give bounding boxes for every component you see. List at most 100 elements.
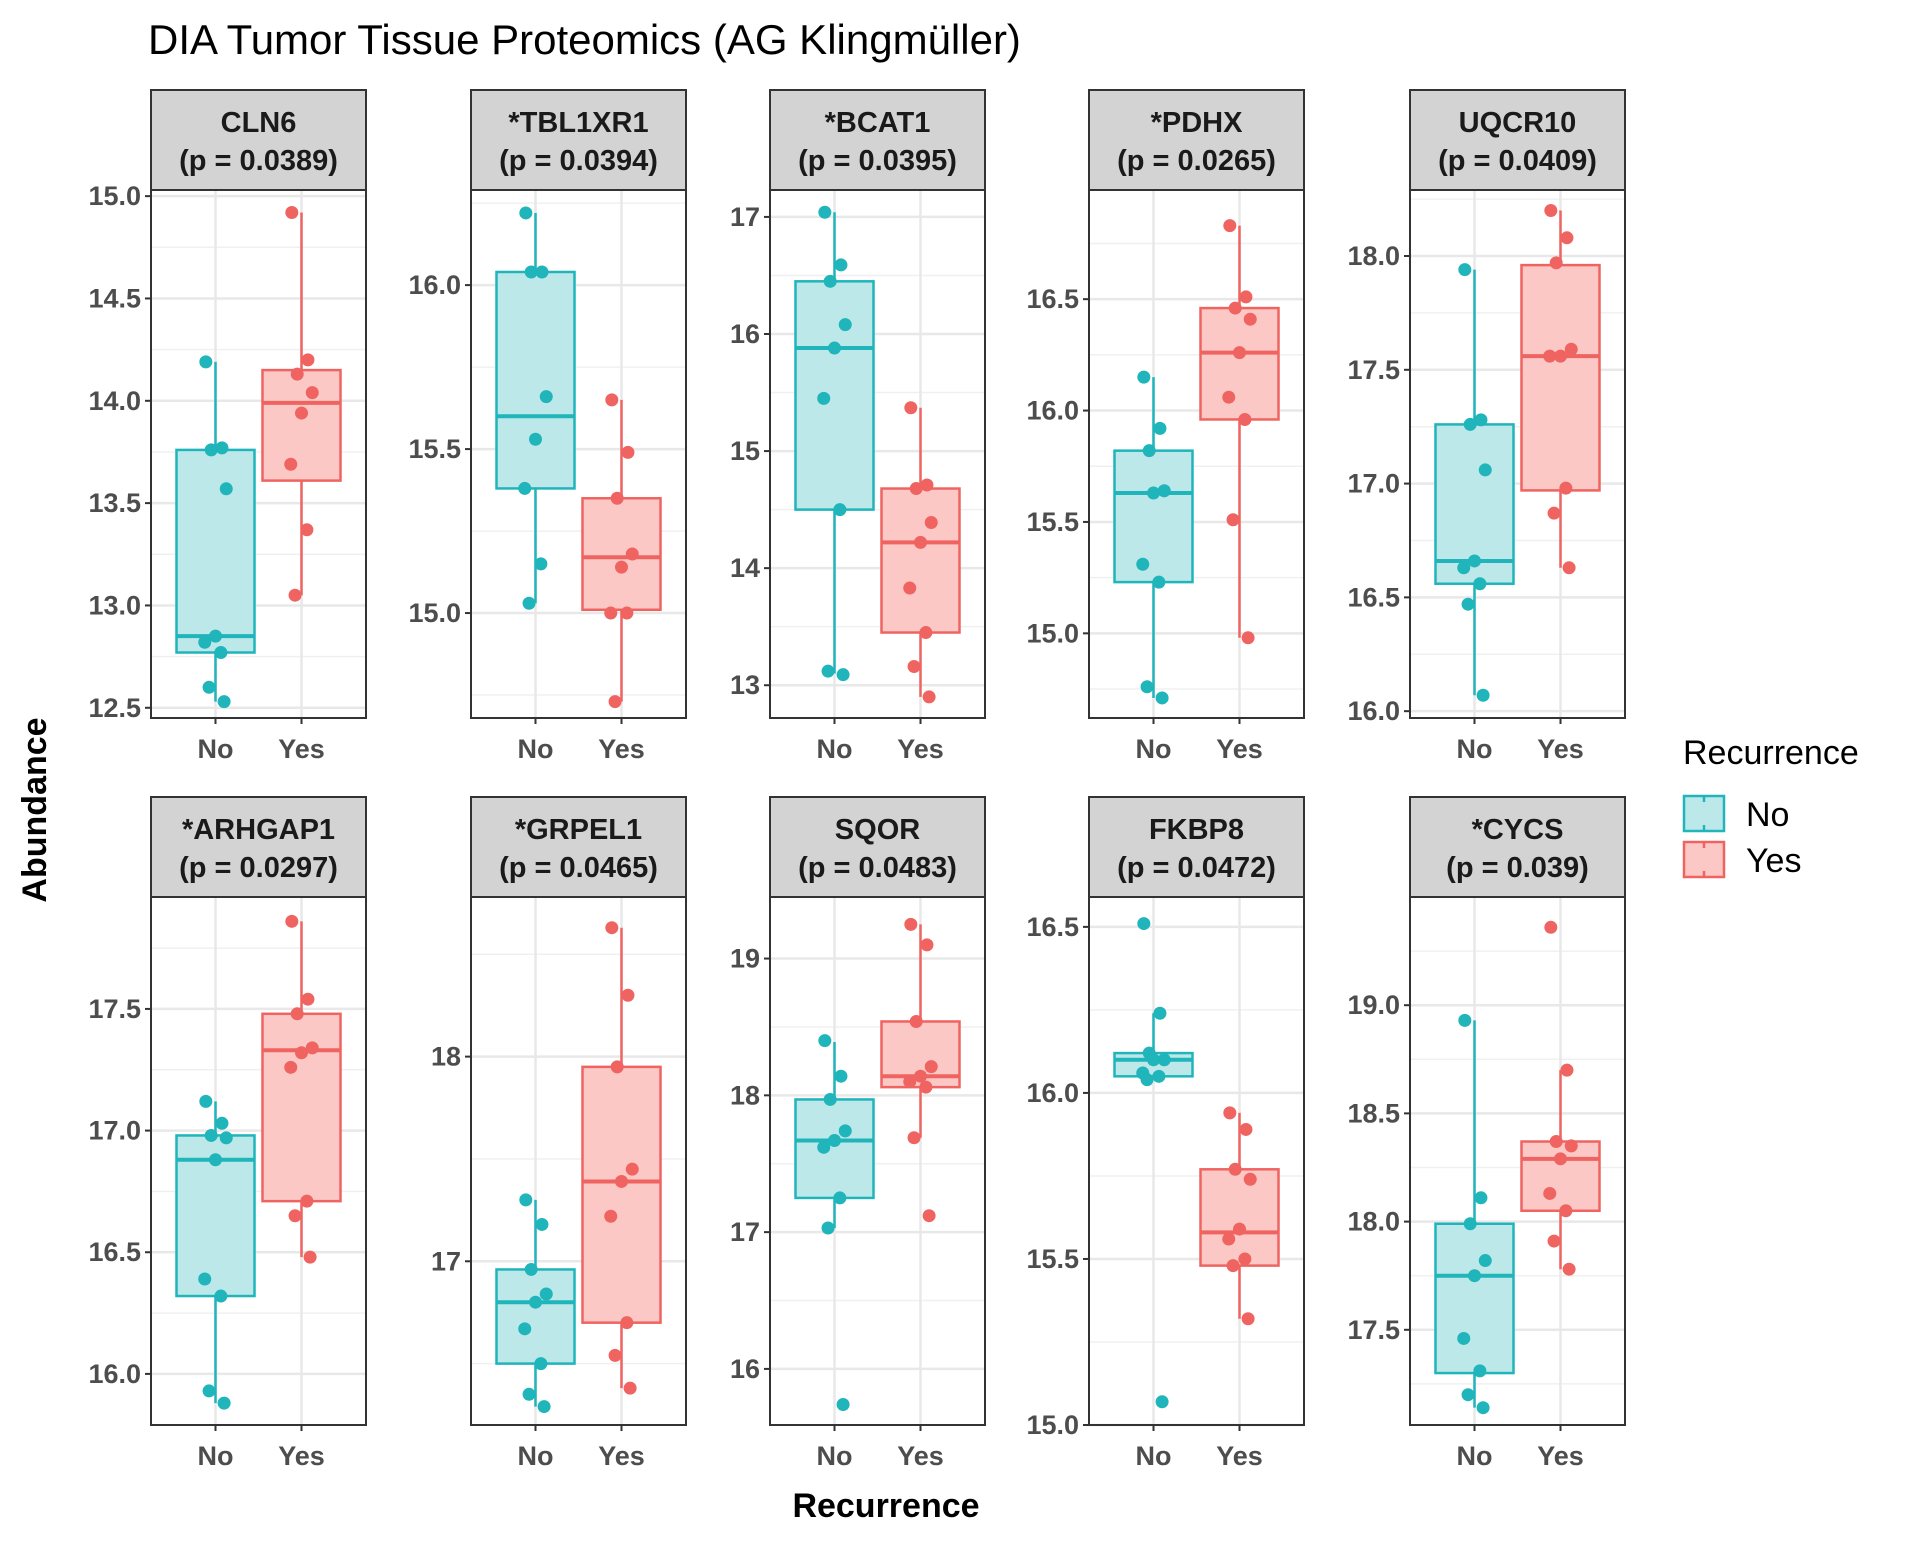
data-point xyxy=(1473,1364,1487,1378)
data-point xyxy=(1223,219,1237,233)
x-tick-label: Yes xyxy=(278,1441,325,1471)
data-point xyxy=(604,1209,618,1223)
data-point xyxy=(537,1400,551,1414)
data-point xyxy=(285,914,299,928)
data-point xyxy=(914,1069,927,1083)
data-point xyxy=(817,1140,831,1154)
data-point xyxy=(608,695,622,709)
panel-border xyxy=(150,896,367,1426)
data-point xyxy=(1562,1262,1576,1276)
box-group-yes xyxy=(581,393,662,709)
box xyxy=(495,270,576,490)
y-tick-label: 16.0 xyxy=(1347,696,1400,726)
data-point xyxy=(1228,1162,1242,1176)
data-point xyxy=(1147,486,1160,500)
panel-sqor: SQOR (p = 0.0483) 16 17 18 19 No Yes xyxy=(730,796,986,1471)
data-point xyxy=(1560,1063,1574,1077)
data-point xyxy=(924,1060,938,1074)
data-point xyxy=(219,482,233,496)
y-tick-label: 16.0 xyxy=(88,1359,141,1389)
box-group-no xyxy=(794,205,875,682)
data-point xyxy=(1140,680,1154,694)
data-point xyxy=(1222,1232,1236,1246)
data-point xyxy=(821,1221,835,1235)
data-point xyxy=(1554,349,1567,363)
data-point xyxy=(1233,346,1246,360)
data-point xyxy=(524,1262,538,1276)
data-point xyxy=(204,443,218,457)
box-group-no xyxy=(1113,370,1194,705)
data-point xyxy=(605,393,619,407)
panel-bcat1: *BCAT1 (p = 0.0395) 13 14 15 16 17 No Yes xyxy=(730,89,986,764)
data-point xyxy=(1463,417,1477,431)
data-point xyxy=(1222,390,1236,404)
data-point xyxy=(301,353,315,367)
data-point xyxy=(285,206,299,220)
x-tick-label: Yes xyxy=(897,1441,944,1471)
x-tick-label: Yes xyxy=(1216,734,1263,764)
panel-cycs: *CYCS (p = 0.039) 17.5 18.0 18.5 19.0 No Yes xyxy=(1347,796,1626,1471)
data-point xyxy=(1233,1222,1246,1236)
data-point xyxy=(199,1094,213,1108)
y-tick-label: 16 xyxy=(730,1354,760,1384)
y-tick-label: 17.5 xyxy=(1347,355,1400,385)
box xyxy=(1520,1140,1601,1213)
y-tick-label: 17.0 xyxy=(1347,469,1400,499)
panel-fkbp8: FKBP8 (p = 0.0472) 15.0 15.5 16.0 16.5 No Yes xyxy=(1026,796,1305,1471)
data-point xyxy=(836,1397,850,1411)
panel-border xyxy=(150,189,367,719)
data-point xyxy=(828,341,841,355)
box-group-no xyxy=(495,206,576,610)
y-tick-label: 14.0 xyxy=(88,386,141,416)
data-point xyxy=(214,646,228,660)
data-point xyxy=(202,680,216,694)
box xyxy=(261,1012,342,1203)
data-point xyxy=(522,1387,536,1401)
data-point xyxy=(535,265,549,279)
data-point xyxy=(610,491,624,505)
box-group-no xyxy=(175,1094,256,1410)
y-tick-label: 17 xyxy=(431,1246,461,1276)
data-point xyxy=(904,401,918,415)
data-point xyxy=(1457,561,1471,575)
data-point xyxy=(904,917,918,931)
data-point xyxy=(1547,506,1561,520)
box xyxy=(495,1268,576,1365)
data-point xyxy=(621,445,635,459)
panel-tbl1xr1: *TBL1XR1 (p = 0.0394) 15.0 15.5 16.0 No Yes xyxy=(408,89,687,764)
data-point xyxy=(838,1124,852,1138)
legend-label-yes: Yes xyxy=(1746,842,1801,880)
y-tick-label: 19 xyxy=(730,944,760,974)
data-point xyxy=(834,1069,848,1083)
box xyxy=(261,368,342,482)
data-point xyxy=(214,1289,228,1303)
data-point xyxy=(219,1131,233,1145)
data-point xyxy=(1476,688,1490,702)
data-point xyxy=(903,581,917,595)
data-point xyxy=(1559,1204,1573,1218)
legend: Recurrence No Yes xyxy=(1682,734,1859,880)
legend-label-no: No xyxy=(1746,796,1789,834)
data-point xyxy=(903,1075,917,1089)
data-point xyxy=(1474,1191,1488,1205)
data-point xyxy=(1226,513,1240,527)
y-tick-label: 12.5 xyxy=(88,693,141,723)
panel-strip xyxy=(470,796,687,898)
y-tick-label: 16 xyxy=(730,319,760,349)
data-point xyxy=(1153,1006,1167,1020)
data-point xyxy=(535,1217,549,1231)
data-point xyxy=(303,1250,317,1264)
y-tick-label: 17.0 xyxy=(88,1116,141,1146)
box xyxy=(175,448,256,654)
data-point xyxy=(284,457,298,471)
data-point xyxy=(1142,444,1156,458)
data-point xyxy=(519,206,533,220)
x-tick-label: No xyxy=(1136,1441,1172,1471)
x-tick-label: Yes xyxy=(1216,1441,1263,1471)
y-tick-label: 15.0 xyxy=(1026,1410,1079,1440)
panel-strip xyxy=(1088,89,1305,191)
data-point xyxy=(1463,1217,1477,1231)
box-group-yes xyxy=(1199,1106,1280,1326)
panel-strip xyxy=(1409,89,1626,191)
